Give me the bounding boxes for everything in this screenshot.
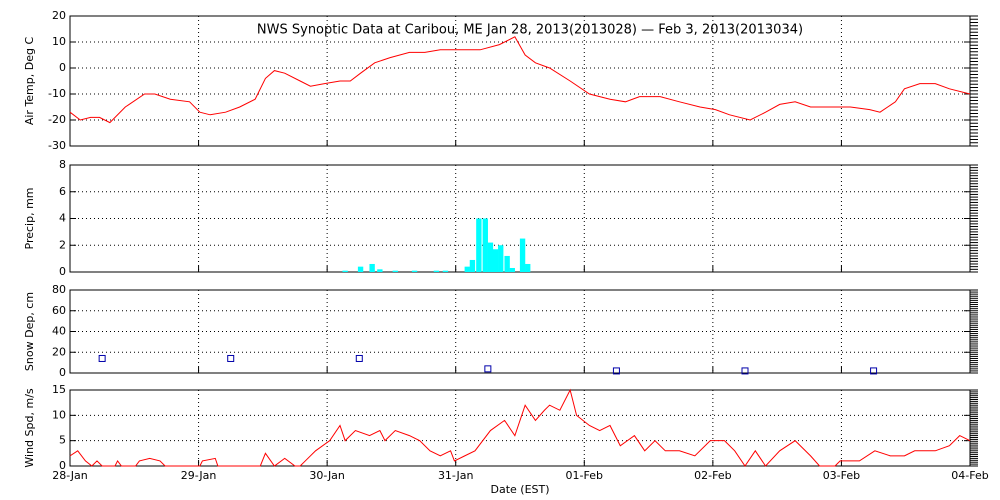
bar <box>464 266 470 272</box>
bar <box>504 255 510 272</box>
y-tick-label: 5 <box>59 434 66 447</box>
x-axis-label: Date (EST) <box>490 483 549 496</box>
x-tick-label: 03-Feb <box>823 469 860 482</box>
y-tick-label: -10 <box>48 87 66 100</box>
plot-frame <box>69 389 971 467</box>
y-axis-label: Air Temp, Deg C <box>23 37 36 126</box>
x-tick-label: 01-Feb <box>566 469 603 482</box>
y-tick-label: 0 <box>59 459 66 472</box>
bar <box>392 270 398 272</box>
bar <box>442 270 449 272</box>
y-tick-label: -20 <box>48 113 66 126</box>
y-tick-label: 0 <box>59 366 66 379</box>
x-tick-label: 28-Jan <box>52 469 88 482</box>
bar <box>482 218 488 272</box>
plot-frame <box>69 15 971 147</box>
point <box>870 367 878 375</box>
y-tick-label: 4 <box>59 212 66 225</box>
point <box>484 365 492 373</box>
y-axis-label: Snow Dep, cm <box>23 292 36 371</box>
y-axis-label: Wind Spd, m/s <box>23 388 36 468</box>
bar <box>525 263 531 272</box>
y-tick-label: 60 <box>52 304 66 317</box>
bar <box>411 270 418 272</box>
point <box>227 354 235 362</box>
y-tick-label: 8 <box>59 158 66 171</box>
bar <box>476 218 482 272</box>
point <box>98 354 106 362</box>
bar <box>492 249 499 272</box>
x-tick-label: 30-Jan <box>309 469 345 482</box>
y-tick-label: 40 <box>52 325 66 338</box>
point <box>612 367 620 375</box>
bar <box>369 263 375 272</box>
y-tick-label: 15 <box>52 383 66 396</box>
y-axis-label: Precip, mm <box>23 188 36 250</box>
y-tick-label: 0 <box>59 265 66 278</box>
data-line <box>69 388 971 467</box>
x-tick-label: 31-Jan <box>438 469 474 482</box>
x-tick-label: 29-Jan <box>181 469 217 482</box>
data-line <box>69 36 971 124</box>
bar <box>377 269 383 272</box>
y-tick-label: 0 <box>59 61 66 74</box>
bar <box>357 266 364 272</box>
bar <box>498 245 504 272</box>
point <box>355 354 363 362</box>
y-tick-label: 6 <box>59 185 66 198</box>
x-tick-label: 04-Feb <box>951 469 988 482</box>
y-tick-label: 80 <box>52 283 66 296</box>
bar <box>433 270 440 272</box>
plot-frame <box>69 289 971 374</box>
y-tick-label: -30 <box>48 139 66 152</box>
y-tick-label: 10 <box>52 408 66 421</box>
y-tick-label: 10 <box>52 35 66 48</box>
x-tick-label: 02-Feb <box>694 469 731 482</box>
point <box>741 367 749 375</box>
bar <box>519 238 526 272</box>
bar <box>469 259 476 272</box>
bar <box>487 242 494 272</box>
bar <box>342 270 348 272</box>
bar <box>509 267 515 272</box>
y-tick-label: 2 <box>59 238 66 251</box>
y-tick-label: 20 <box>52 345 66 358</box>
chart-title: NWS Synoptic Data at Caribou, ME Jan 28,… <box>257 23 803 38</box>
y-tick-label: 20 <box>52 9 66 22</box>
